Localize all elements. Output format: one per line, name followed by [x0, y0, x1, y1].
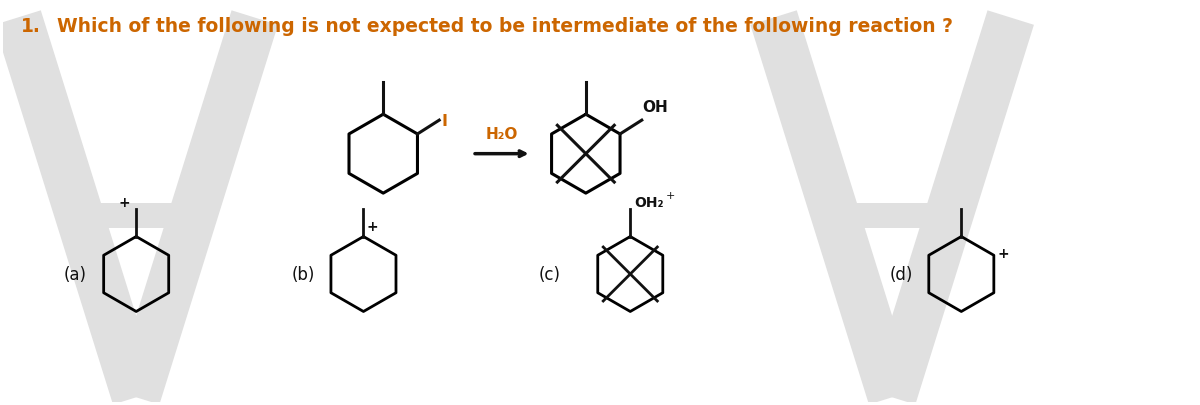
Text: (a): (a): [64, 265, 88, 284]
Text: +: +: [666, 191, 676, 200]
Text: +: +: [119, 196, 131, 209]
Text: +: +: [997, 247, 1009, 261]
Text: +: +: [366, 219, 378, 233]
Text: OH: OH: [642, 100, 667, 115]
Text: Which of the following is not expected to be intermediate of the following react: Which of the following is not expected t…: [58, 17, 953, 36]
Text: (d): (d): [889, 265, 912, 284]
Text: 1.: 1.: [20, 17, 41, 36]
Text: (b): (b): [292, 265, 314, 284]
Text: I: I: [442, 113, 448, 128]
Text: (c): (c): [539, 265, 560, 284]
Text: H₂O: H₂O: [486, 126, 518, 141]
Text: OH₂: OH₂: [635, 196, 664, 209]
